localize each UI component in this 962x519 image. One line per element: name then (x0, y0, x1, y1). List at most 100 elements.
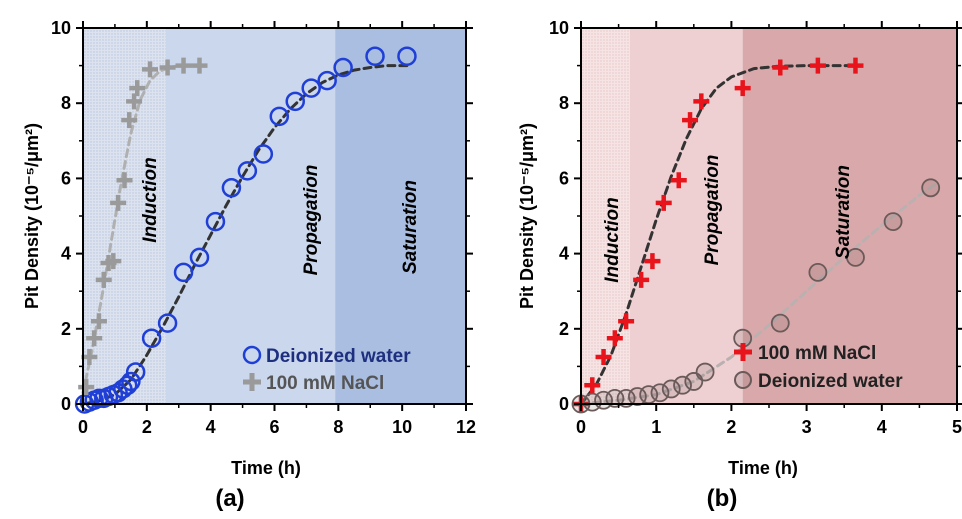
data-point-deionized-water (921, 178, 941, 198)
x-tick-label: 3 (802, 417, 812, 437)
data-point-100-mm-nacl (159, 59, 176, 76)
data-point-deionized-water (661, 379, 681, 399)
x-tick-label: 0 (78, 417, 88, 437)
data-point-deionized-water (883, 212, 903, 232)
phase-label-propagation: Propagation (301, 165, 322, 276)
data-point-100-mm-nacl (847, 57, 864, 74)
phase-label-saturation: Saturation (833, 165, 854, 259)
legend-marker-deionized-water (242, 345, 262, 365)
fit-curve-deionized-water (579, 180, 940, 406)
data-point-deionized-water (285, 91, 305, 112)
legend-a: Deionized water 100 mM NaCl (242, 345, 411, 394)
phase-region-saturation (742, 28, 957, 404)
legend-marker-deionized-water (734, 371, 752, 389)
data-point-100-mm-nacl (105, 253, 122, 270)
data-point-deionized-water (89, 388, 109, 409)
x-axis-label-b: Time (h) (728, 458, 798, 478)
legend-label-deionized-water: Deionized water (266, 346, 411, 367)
x-tick-label: 2 (726, 417, 736, 437)
phase-label-induction: Induction (602, 197, 623, 282)
panel-label-a: (a) (215, 485, 244, 512)
data-point-100-mm-nacl (110, 194, 127, 211)
x-tick-label: 10 (392, 417, 412, 437)
data-point-deionized-water (205, 211, 226, 232)
legend-b: 100 mM NaCl Deionized water (734, 343, 903, 392)
data-point-100-mm-nacl (734, 80, 751, 97)
data-point-deionized-water (673, 375, 692, 395)
data-point-deionized-water (141, 328, 162, 348)
legend-marker-100mm-nacl (734, 343, 752, 361)
legend-label-deionized-water: Deionized water (758, 371, 903, 392)
x-tick-label: 1 (651, 417, 661, 437)
data-point-100-mm-nacl (175, 57, 192, 74)
data-point-deionized-water (808, 262, 828, 282)
data-point-deionized-water (333, 57, 353, 78)
data-point-deionized-water (189, 247, 210, 268)
legend-label-100mm-nacl: 100 mM NaCl (266, 373, 384, 394)
phase-region-saturation (335, 28, 466, 404)
data-point-deionized-water (770, 313, 790, 333)
legend-marker-100mm-nacl (243, 373, 261, 391)
x-tick-label: 8 (333, 417, 343, 437)
data-point-100-mm-nacl (618, 313, 635, 330)
data-point-100-mm-nacl (772, 59, 789, 76)
data-point-deionized-water (125, 362, 146, 382)
data-point-deionized-water (695, 362, 715, 382)
phase-label-saturation: Saturation (400, 180, 421, 274)
x-tick-label: 12 (456, 417, 476, 437)
y-axis-label-b: Pit Density (10⁻⁵/μm²) (517, 123, 537, 309)
data-point-100-mm-nacl (126, 93, 143, 110)
data-point-deionized-water (221, 178, 242, 198)
panel-b: Induction Propagation Saturation 0 1 2 3 4 5 0… (517, 18, 962, 512)
data-point-100-mm-nacl (693, 93, 710, 110)
data-point-deionized-water (121, 371, 141, 392)
data-point-deionized-water (253, 144, 274, 164)
data-point-deionized-water (269, 106, 290, 127)
data-point-100-mm-nacl (682, 112, 699, 129)
x-tick-label: 6 (269, 417, 279, 437)
x-tick-label: 4 (877, 417, 887, 437)
y-tick-label: 0 (559, 394, 569, 414)
phase-region-induction (581, 28, 630, 404)
panel-label-b: (b) (707, 485, 738, 512)
data-point-100-mm-nacl (116, 172, 133, 189)
data-point-deionized-water (237, 161, 258, 181)
data-point-deionized-water (301, 78, 321, 98)
data-point-100-mm-nacl (129, 80, 146, 97)
fit-curve-100-mm-nacl (579, 64, 861, 406)
legend-label-100mm-nacl: 100 mM NaCl (758, 343, 876, 364)
data-point-100-mm-nacl (655, 194, 672, 211)
data-point-100-mm-nacl (90, 313, 107, 330)
x-tick-label: 2 (142, 417, 152, 437)
data-point-deionized-water (650, 383, 670, 403)
x-tick-label: 0 (576, 417, 586, 437)
data-point-deionized-water (365, 46, 385, 66)
phase-label-propagation: Propagation (702, 155, 723, 266)
fit-curve-100-mm-nacl (81, 64, 190, 395)
data-point-deionized-water (397, 46, 417, 66)
data-point-deionized-water (317, 70, 337, 91)
y-tick-label: 8 (61, 93, 71, 113)
y-tick-label: 10 (51, 18, 71, 38)
data-point-100-mm-nacl (606, 330, 623, 347)
y-tick-label: 0 (61, 394, 71, 414)
y-tick-label: 10 (549, 18, 569, 38)
data-point-100-mm-nacl (670, 172, 687, 189)
y-tick-label: 4 (559, 244, 569, 264)
y-axis-label-a: Pit Density (10⁻⁵/μm²) (22, 123, 42, 309)
x-axis-label-a: Time (h) (231, 458, 301, 478)
data-point-100-mm-nacl (809, 57, 826, 74)
phase-region-propagation (629, 28, 743, 404)
data-point-100-mm-nacl (633, 271, 650, 288)
data-point-100-mm-nacl (644, 253, 661, 270)
x-tick-label: 5 (952, 417, 962, 437)
data-point-100-mm-nacl (191, 57, 208, 74)
phase-region-propagation (165, 28, 336, 404)
data-point-deionized-water (157, 313, 178, 333)
y-tick-label: 2 (61, 319, 71, 339)
data-point-100-mm-nacl (584, 377, 601, 394)
y-tick-label: 4 (61, 244, 71, 264)
data-point-100-mm-nacl (81, 349, 98, 365)
data-point-100-mm-nacl (595, 349, 612, 365)
x-tick-label: 4 (206, 417, 216, 437)
